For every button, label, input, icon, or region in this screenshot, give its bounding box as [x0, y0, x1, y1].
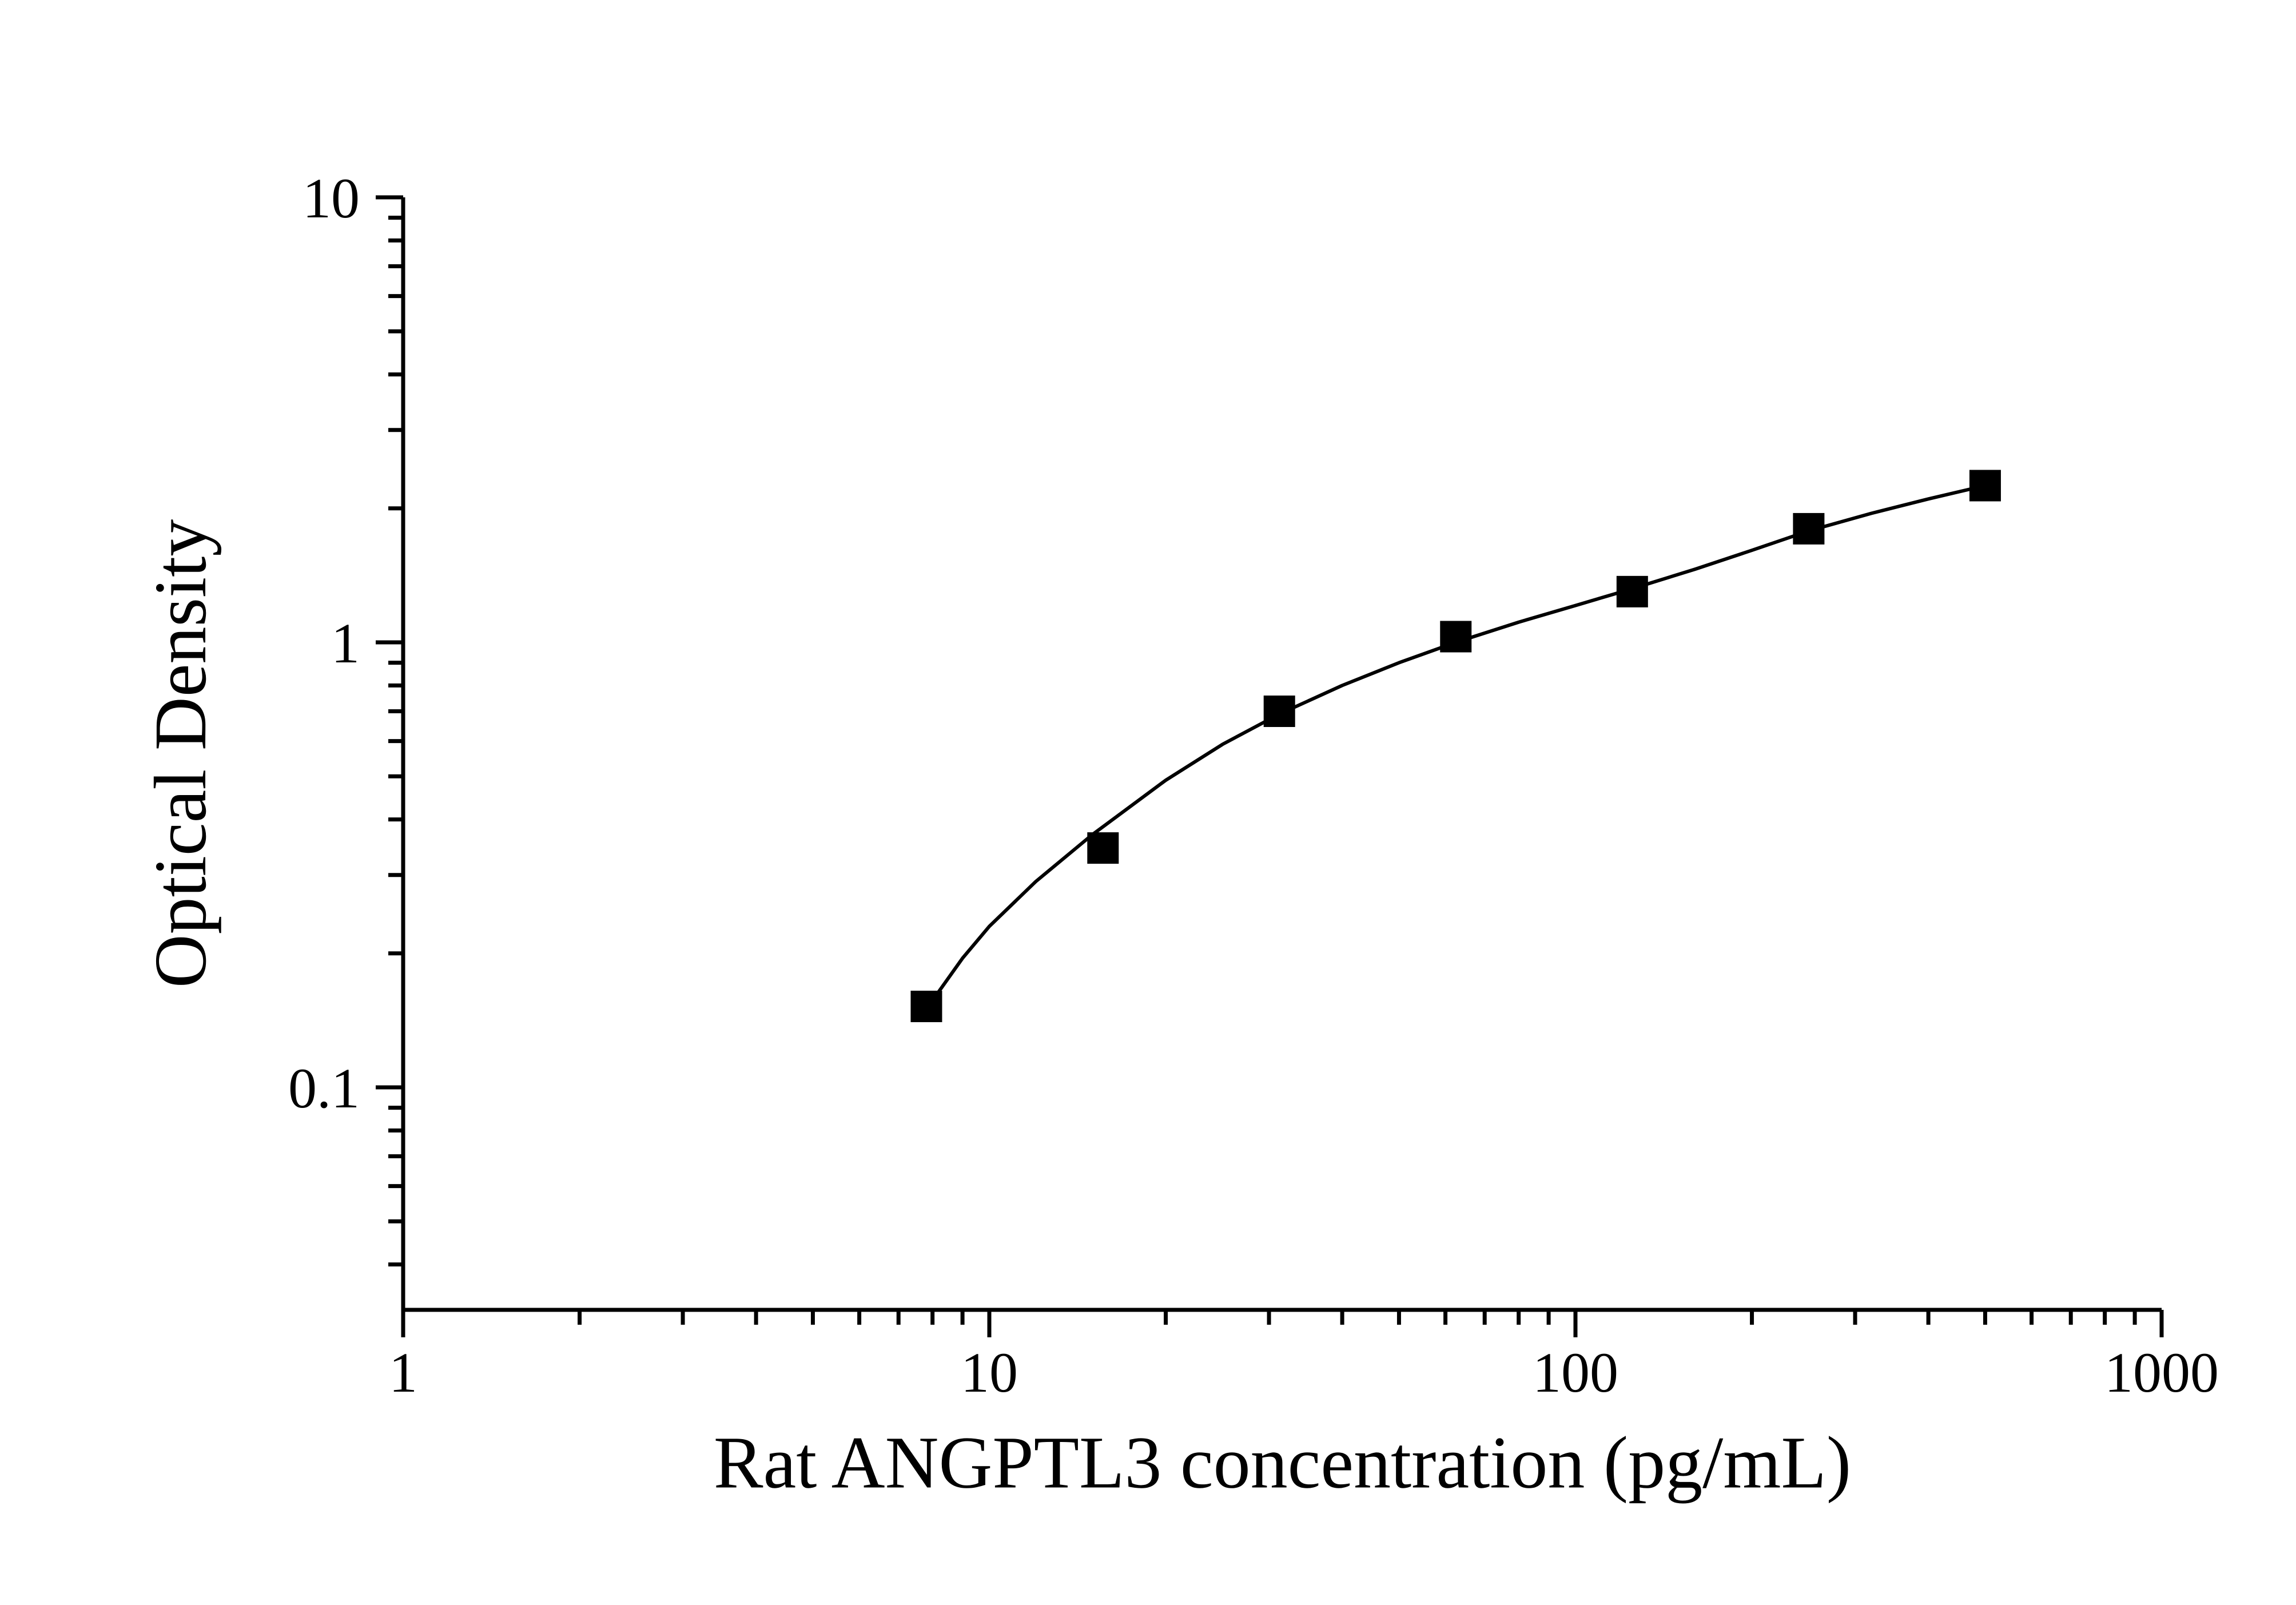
x-tick-label: 100 [1533, 1341, 1618, 1404]
data-marker [1264, 696, 1295, 727]
y-axis-title: Optical Density [140, 519, 222, 988]
y-tick-label: 1 [331, 611, 360, 675]
data-marker [1793, 513, 1824, 545]
x-axis-title: Rat ANGPTL3 concentration (pg/mL) [714, 1422, 1851, 1504]
data-marker [1440, 621, 1471, 653]
x-tick-label: 1000 [2104, 1341, 2219, 1404]
data-marker [1087, 832, 1119, 864]
chart-background [0, 0, 2296, 1605]
data-marker [1969, 470, 2001, 502]
y-tick-label: 10 [303, 166, 360, 230]
chart-container: 1 10 100 1000 0.1 1 10 Rat ANGPTL3 concentratio… [0, 0, 2296, 1605]
data-marker [1617, 576, 1648, 607]
data-marker [910, 991, 942, 1022]
y-tick-label: 0.1 [288, 1056, 360, 1120]
chart-svg: 1 10 100 1000 0.1 1 10 Rat ANGPTL3 concentratio… [0, 0, 2296, 1605]
x-tick-label: 10 [961, 1341, 1018, 1404]
x-tick-label: 1 [389, 1341, 417, 1404]
